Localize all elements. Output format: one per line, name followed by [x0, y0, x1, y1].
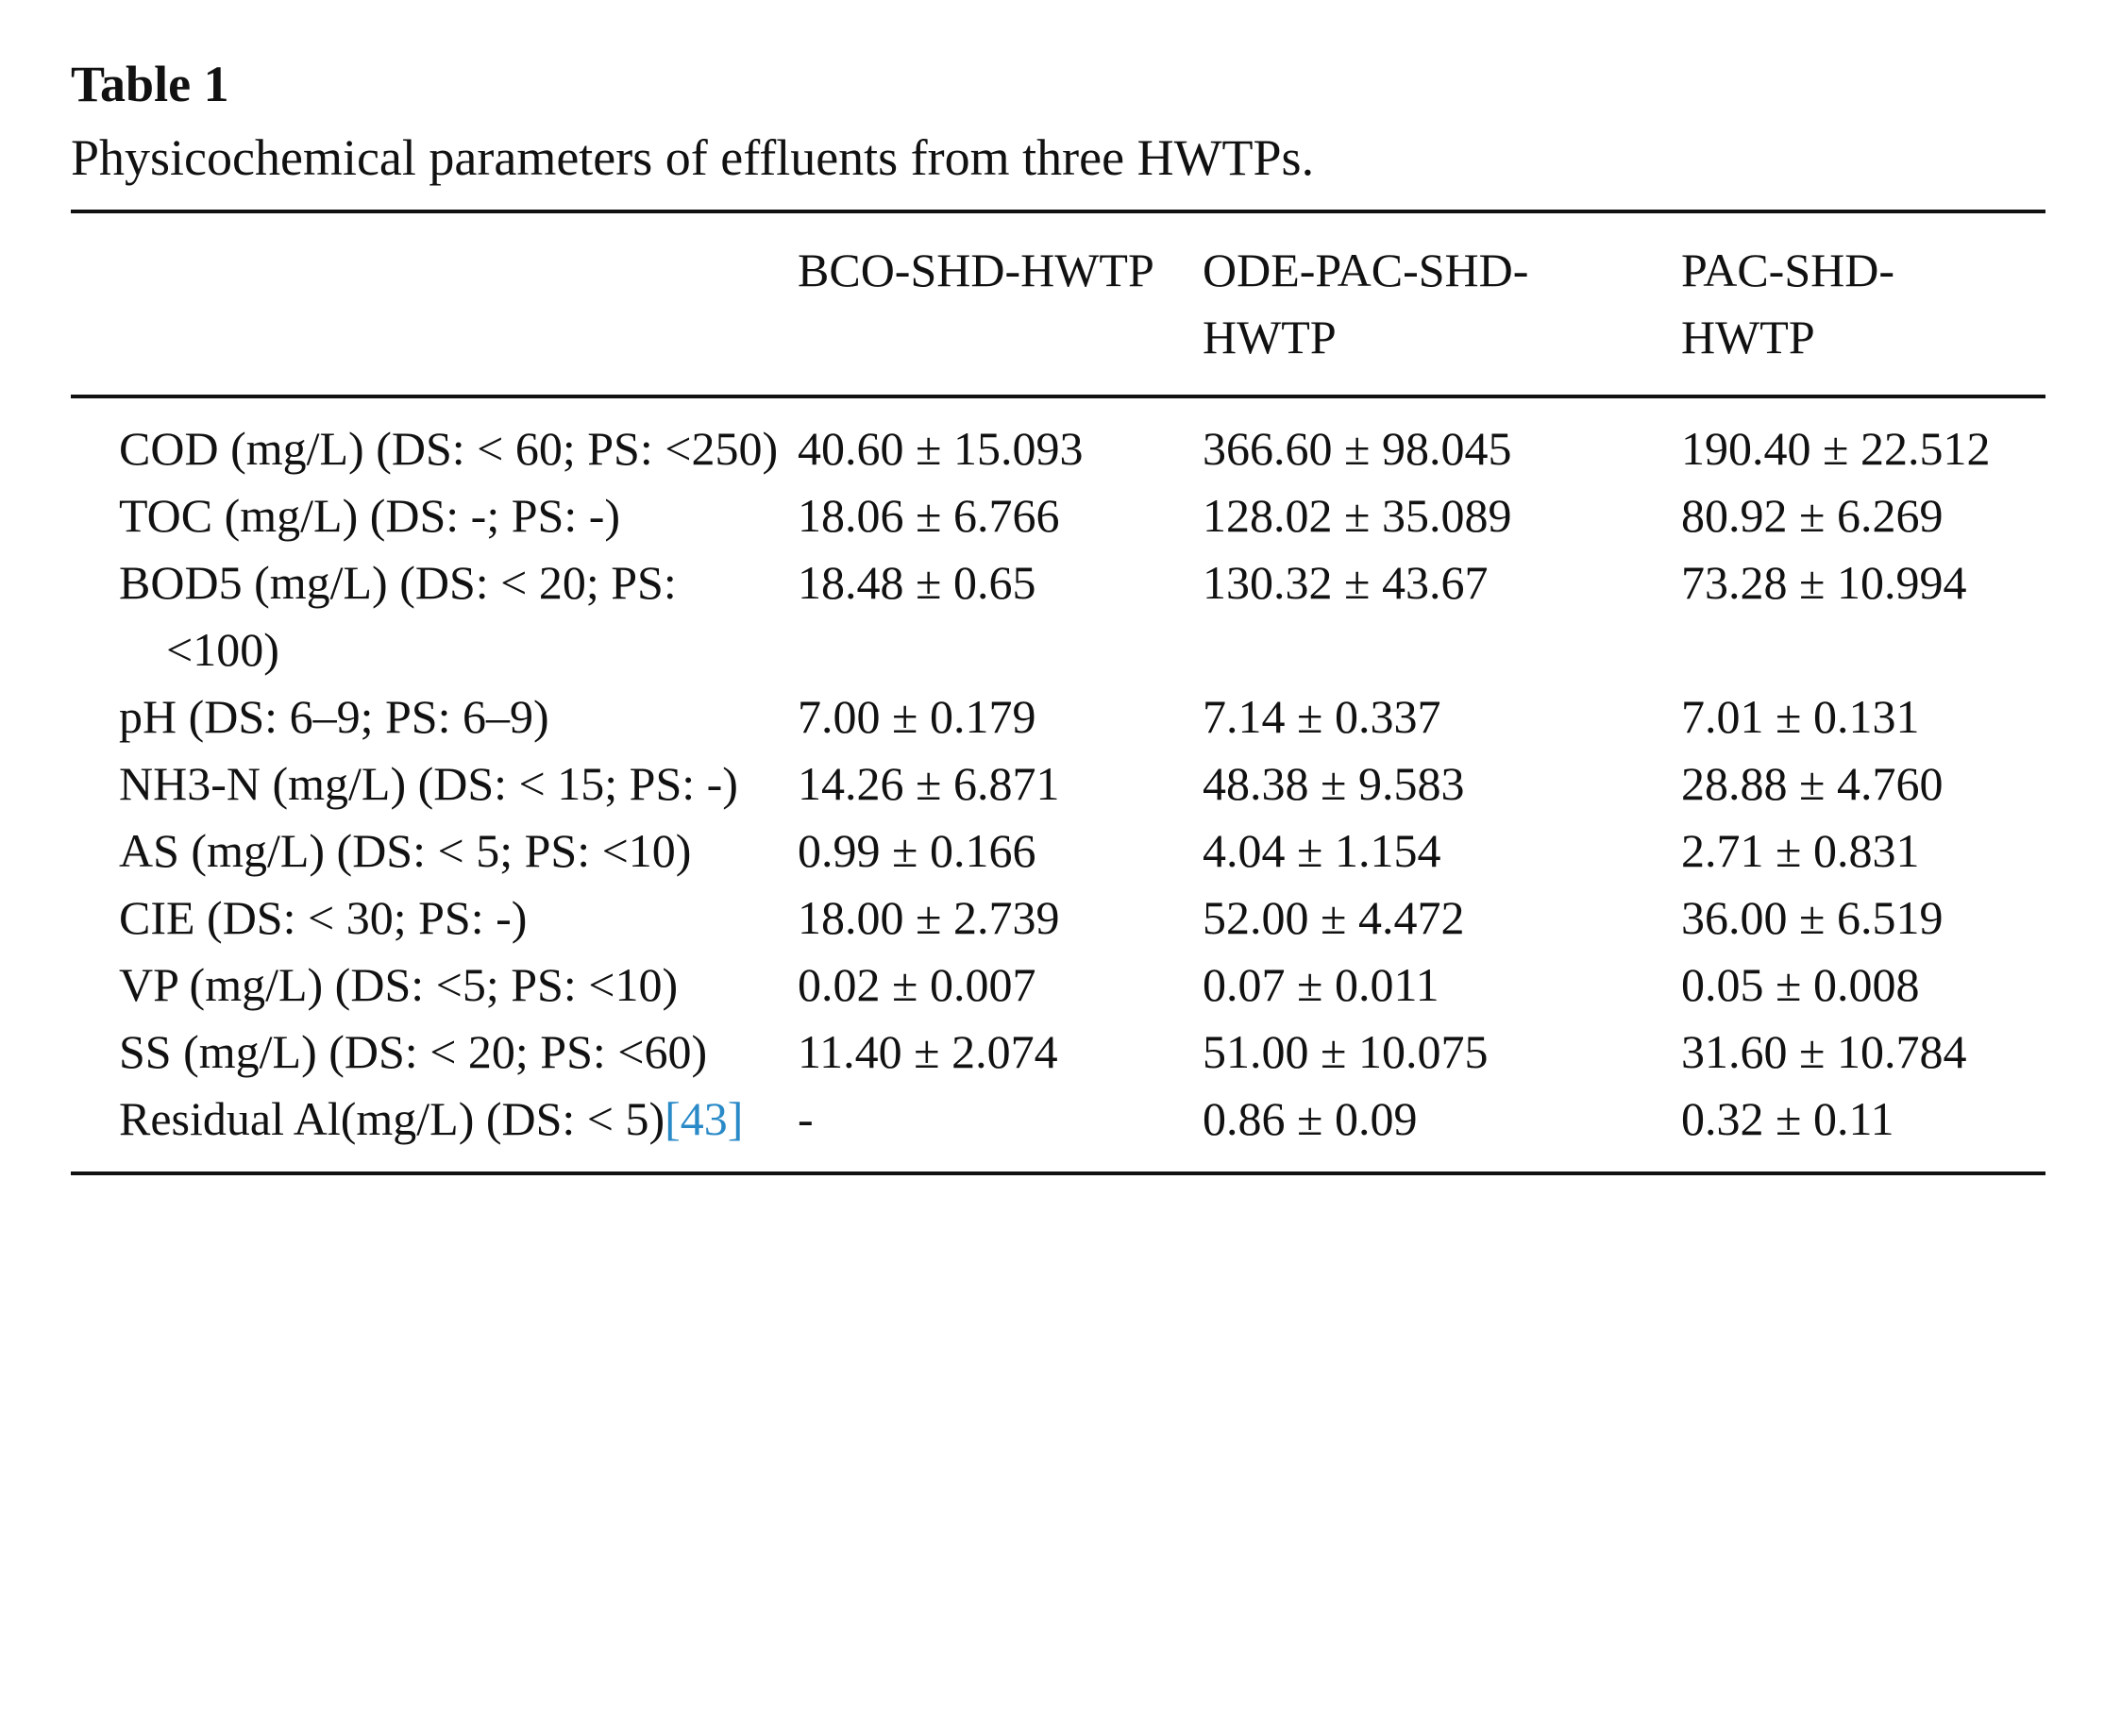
value-cell: 40.60 ± 15.093: [798, 422, 1084, 475]
value-cell: 0.05 ± 0.008: [1681, 958, 1920, 1011]
row-label: AS (mg/L) (DS: < 5; PS: <10): [71, 817, 798, 885]
row-label: pH (DS: 6–9; PS: 6–9): [71, 683, 798, 750]
value-cell: 0.86 ± 0.09: [1203, 1092, 1418, 1145]
table-row: COD (mg/L) (DS: < 60; PS: <250) 40.60 ± 1…: [71, 396, 2045, 482]
row-label: BOD5 (mg/L) (DS: < 20; PS: <100): [71, 549, 798, 683]
table-row: NH3-N (mg/L) (DS: < 15; PS: -) 14.26 ± 6.…: [71, 750, 2045, 817]
row-label-text: Residual Al(mg/L) (DS: < 5): [119, 1092, 665, 1145]
value-cell: 48.38 ± 9.583: [1203, 757, 1465, 810]
value-cell: 0.07 ± 0.011: [1203, 958, 1439, 1011]
row-label: SS (mg/L) (DS: < 20; PS: <60): [71, 1019, 798, 1086]
row-label: COD (mg/L) (DS: < 60; PS: <250): [71, 396, 798, 482]
value-cell: 18.48 ± 0.65: [798, 556, 1036, 609]
reference-link[interactable]: [43]: [665, 1092, 744, 1145]
value-cell: 190.40 ± 22.512: [1681, 422, 1991, 475]
row-label-text: SS (mg/L) (DS: < 20; PS: <60): [119, 1025, 708, 1078]
row-label: VP (mg/L) (DS: <5; PS: <10): [71, 952, 798, 1019]
value-cell: 31.60 ± 10.784: [1681, 1025, 1967, 1078]
table-row: SS (mg/L) (DS: < 20; PS: <60) 11.40 ± 2.0…: [71, 1019, 2045, 1086]
value-cell: 7.01 ± 0.131: [1681, 690, 1920, 743]
table-label: Table 1: [71, 56, 229, 112]
value-cell: 7.14 ± 0.337: [1203, 690, 1441, 743]
row-label-text: AS (mg/L) (DS: < 5; PS: <10): [119, 824, 692, 877]
table-row: CIE (DS: < 30; PS: -) 18.00 ± 2.739 52.00 …: [71, 885, 2045, 952]
value-cell: 52.00 ± 4.472: [1203, 891, 1465, 944]
header-cell: ODE-PAC-SHD-HWTP: [1203, 244, 1529, 363]
value-cell: 18.00 ± 2.739: [798, 891, 1060, 944]
table-row: VP (mg/L) (DS: <5; PS: <10) 0.02 ± 0.007 0…: [71, 952, 2045, 1019]
header-row: BCO-SHD-HWTP ODE-PAC-SHD-HWTP PAC-SHD-HWTP: [71, 211, 2045, 396]
value-cell: 80.92 ± 6.269: [1681, 489, 1944, 542]
value-cell: 2.71 ± 0.831: [1681, 824, 1920, 877]
row-label: Residual Al(mg/L) (DS: < 5)[43]: [71, 1086, 798, 1173]
row-label-text: BOD5 (mg/L) (DS: < 20; PS: <100): [119, 556, 677, 676]
value-cell: 36.00 ± 6.519: [1681, 891, 1944, 944]
table-row: Residual Al(mg/L) (DS: < 5)[43] -0.86 ± 0…: [71, 1086, 2045, 1173]
table-body: COD (mg/L) (DS: < 60; PS: <250) 40.60 ± 1…: [71, 396, 2045, 1173]
table-row: pH (DS: 6–9; PS: 6–9) 7.00 ± 0.179 7.14 ± …: [71, 683, 2045, 750]
table-row: BOD5 (mg/L) (DS: < 20; PS: <100) 18.48 ± …: [71, 549, 2045, 683]
table-title: Physicochemical parameters of effluents …: [71, 129, 1315, 186]
value-cell: 128.02 ± 35.089: [1203, 489, 1512, 542]
data-table: BCO-SHD-HWTP ODE-PAC-SHD-HWTP PAC-SHD-HWTP…: [71, 210, 2045, 1175]
value-cell: 14.26 ± 6.871: [798, 757, 1060, 810]
table-row: TOC (mg/L) (DS: -; PS: -) 18.06 ± 6.766 12…: [71, 482, 2045, 549]
value-cell: 7.00 ± 0.179: [798, 690, 1036, 743]
row-label: TOC (mg/L) (DS: -; PS: -): [71, 482, 798, 549]
value-cell: 11.40 ± 2.074: [798, 1025, 1058, 1078]
value-cell: 51.00 ± 10.075: [1203, 1025, 1489, 1078]
row-label-text: COD (mg/L) (DS: < 60; PS: <250): [119, 422, 779, 475]
value-cell: 18.06 ± 6.766: [798, 489, 1060, 542]
row-label-text: TOC (mg/L) (DS: -; PS: -): [119, 489, 621, 542]
value-cell: 366.60 ± 98.045: [1203, 422, 1512, 475]
value-cell: 0.99 ± 0.166: [798, 824, 1036, 877]
row-label: NH3-N (mg/L) (DS: < 15; PS: -): [71, 750, 798, 817]
row-label: CIE (DS: < 30; PS: -): [71, 885, 798, 952]
row-label-text: VP (mg/L) (DS: <5; PS: <10): [119, 958, 679, 1011]
table-row: AS (mg/L) (DS: < 5; PS: <10) 0.99 ± 0.166…: [71, 817, 2045, 885]
value-cell: 4.04 ± 1.154: [1203, 824, 1441, 877]
value-cell: 0.02 ± 0.007: [798, 958, 1036, 1011]
header-cell: BCO-SHD-HWTP: [798, 244, 1154, 296]
row-label-text: pH (DS: 6–9; PS: 6–9): [119, 690, 549, 743]
header-cell: [71, 211, 798, 396]
value-cell: 73.28 ± 10.994: [1681, 556, 1967, 609]
header-cell: PAC-SHD-HWTP: [1681, 244, 1895, 363]
row-label-text: NH3-N (mg/L) (DS: < 15; PS: -): [119, 757, 738, 810]
value-cell: 130.32 ± 43.67: [1203, 556, 1489, 609]
value-cell: 0.32 ± 0.11: [1681, 1092, 1894, 1145]
value-cell: -: [798, 1092, 814, 1145]
value-cell: 28.88 ± 4.760: [1681, 757, 1944, 810]
row-label-text: CIE (DS: < 30; PS: -): [119, 891, 528, 944]
